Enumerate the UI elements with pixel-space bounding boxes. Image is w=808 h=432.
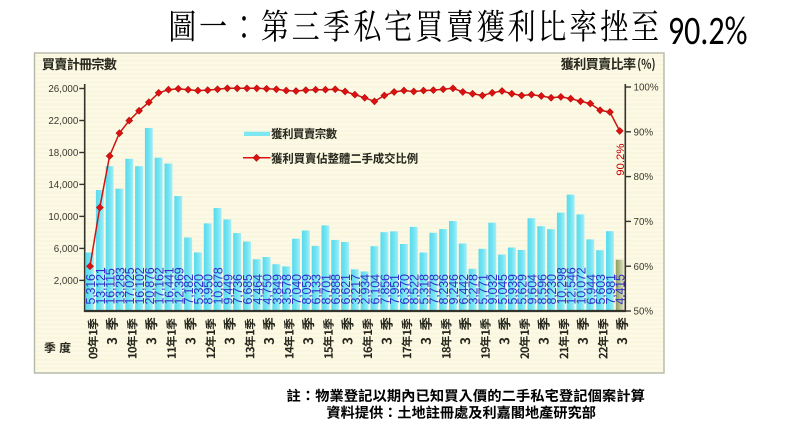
svg-text:6,370: 6,370 xyxy=(398,274,412,305)
svg-text:2,000: 2,000 xyxy=(54,276,79,287)
svg-text:6,442: 6,442 xyxy=(457,274,471,305)
svg-text:8,522: 8,522 xyxy=(408,274,422,305)
svg-text:18,000: 18,000 xyxy=(48,148,79,159)
svg-text:6,944: 6,944 xyxy=(584,274,598,305)
svg-text:5,320: 5,320 xyxy=(192,274,206,305)
svg-text:12,369: 12,369 xyxy=(172,267,186,304)
svg-text:16,441: 16,441 xyxy=(163,267,177,304)
svg-text:4,415: 4,415 xyxy=(614,274,628,305)
svg-text:60%: 60% xyxy=(634,262,654,273)
svg-text:90.2%: 90.2% xyxy=(615,143,627,175)
svg-text:8,059: 8,059 xyxy=(300,274,314,305)
svg-text:10,072: 10,072 xyxy=(575,267,589,304)
svg-text:5,318: 5,318 xyxy=(418,274,432,305)
svg-text:7,736: 7,736 xyxy=(231,274,245,305)
svg-text:8,236: 8,236 xyxy=(437,274,451,305)
svg-text:8,950: 8,950 xyxy=(202,274,216,305)
svg-text:70%: 70% xyxy=(634,217,654,228)
svg-text:5,629: 5,629 xyxy=(516,274,530,305)
svg-text:8,596: 8,596 xyxy=(535,274,549,305)
svg-text:7,182: 7,182 xyxy=(182,274,196,305)
svg-text:5,316: 5,316 xyxy=(84,274,98,305)
svg-text:3,578: 3,578 xyxy=(280,274,294,305)
svg-text:5,939: 5,939 xyxy=(506,274,520,305)
svg-text:6,621: 6,621 xyxy=(339,274,353,305)
svg-text:3,217: 3,217 xyxy=(349,274,363,305)
svg-text:4,750: 4,750 xyxy=(261,274,275,305)
svg-text:6,685: 6,685 xyxy=(241,274,255,305)
svg-text:4,464: 4,464 xyxy=(251,274,265,305)
svg-text:10,878: 10,878 xyxy=(212,267,226,304)
svg-text:6,000: 6,000 xyxy=(54,244,79,255)
svg-text:7,951: 7,951 xyxy=(388,274,402,305)
svg-text:6,133: 6,133 xyxy=(310,274,324,305)
svg-text:5,045: 5,045 xyxy=(496,274,510,305)
svg-text:3,849: 3,849 xyxy=(270,274,284,305)
svg-text:50%: 50% xyxy=(634,307,654,318)
svg-text:80%: 80% xyxy=(634,172,654,183)
svg-text:26,000: 26,000 xyxy=(48,84,79,95)
svg-text:7,856: 7,856 xyxy=(378,274,392,305)
svg-text:22,000: 22,000 xyxy=(48,116,79,127)
svg-text:10,000: 10,000 xyxy=(48,212,79,223)
svg-text:7,040: 7,040 xyxy=(290,274,304,305)
svg-text:5,603: 5,603 xyxy=(594,274,608,305)
svg-text:2,934: 2,934 xyxy=(359,274,373,305)
svg-text:6,888: 6,888 xyxy=(329,274,343,305)
svg-text:7,778: 7,778 xyxy=(427,274,441,305)
svg-text:10,298: 10,298 xyxy=(555,267,569,304)
svg-text:13,283: 13,283 xyxy=(113,267,127,304)
svg-text:12,546: 12,546 xyxy=(565,267,579,304)
svg-text:6,104: 6,104 xyxy=(369,274,383,305)
svg-text:16,115: 16,115 xyxy=(104,268,118,304)
svg-text:90%: 90% xyxy=(634,127,654,138)
svg-text:8,701: 8,701 xyxy=(319,274,333,305)
svg-text:9,246: 9,246 xyxy=(447,274,461,305)
svg-text:14,000: 14,000 xyxy=(48,180,79,191)
svg-text:5,771: 5,771 xyxy=(476,274,490,305)
svg-text:9,449: 9,449 xyxy=(221,274,235,305)
svg-text:9,604: 9,604 xyxy=(526,274,540,305)
svg-text:8,230: 8,230 xyxy=(545,274,559,305)
svg-text:3,278: 3,278 xyxy=(467,274,481,305)
svg-text:16,102: 16,102 xyxy=(133,267,147,304)
svg-text:9,032: 9,032 xyxy=(486,274,500,305)
svg-text:20,876: 20,876 xyxy=(143,267,157,304)
svg-text:100%: 100% xyxy=(634,83,659,94)
svg-text:17,025: 17,025 xyxy=(123,267,137,304)
svg-text:7,981: 7,981 xyxy=(604,274,618,305)
svg-text:13,121: 13,121 xyxy=(94,267,108,304)
svg-text:17,162: 17,162 xyxy=(153,267,167,304)
